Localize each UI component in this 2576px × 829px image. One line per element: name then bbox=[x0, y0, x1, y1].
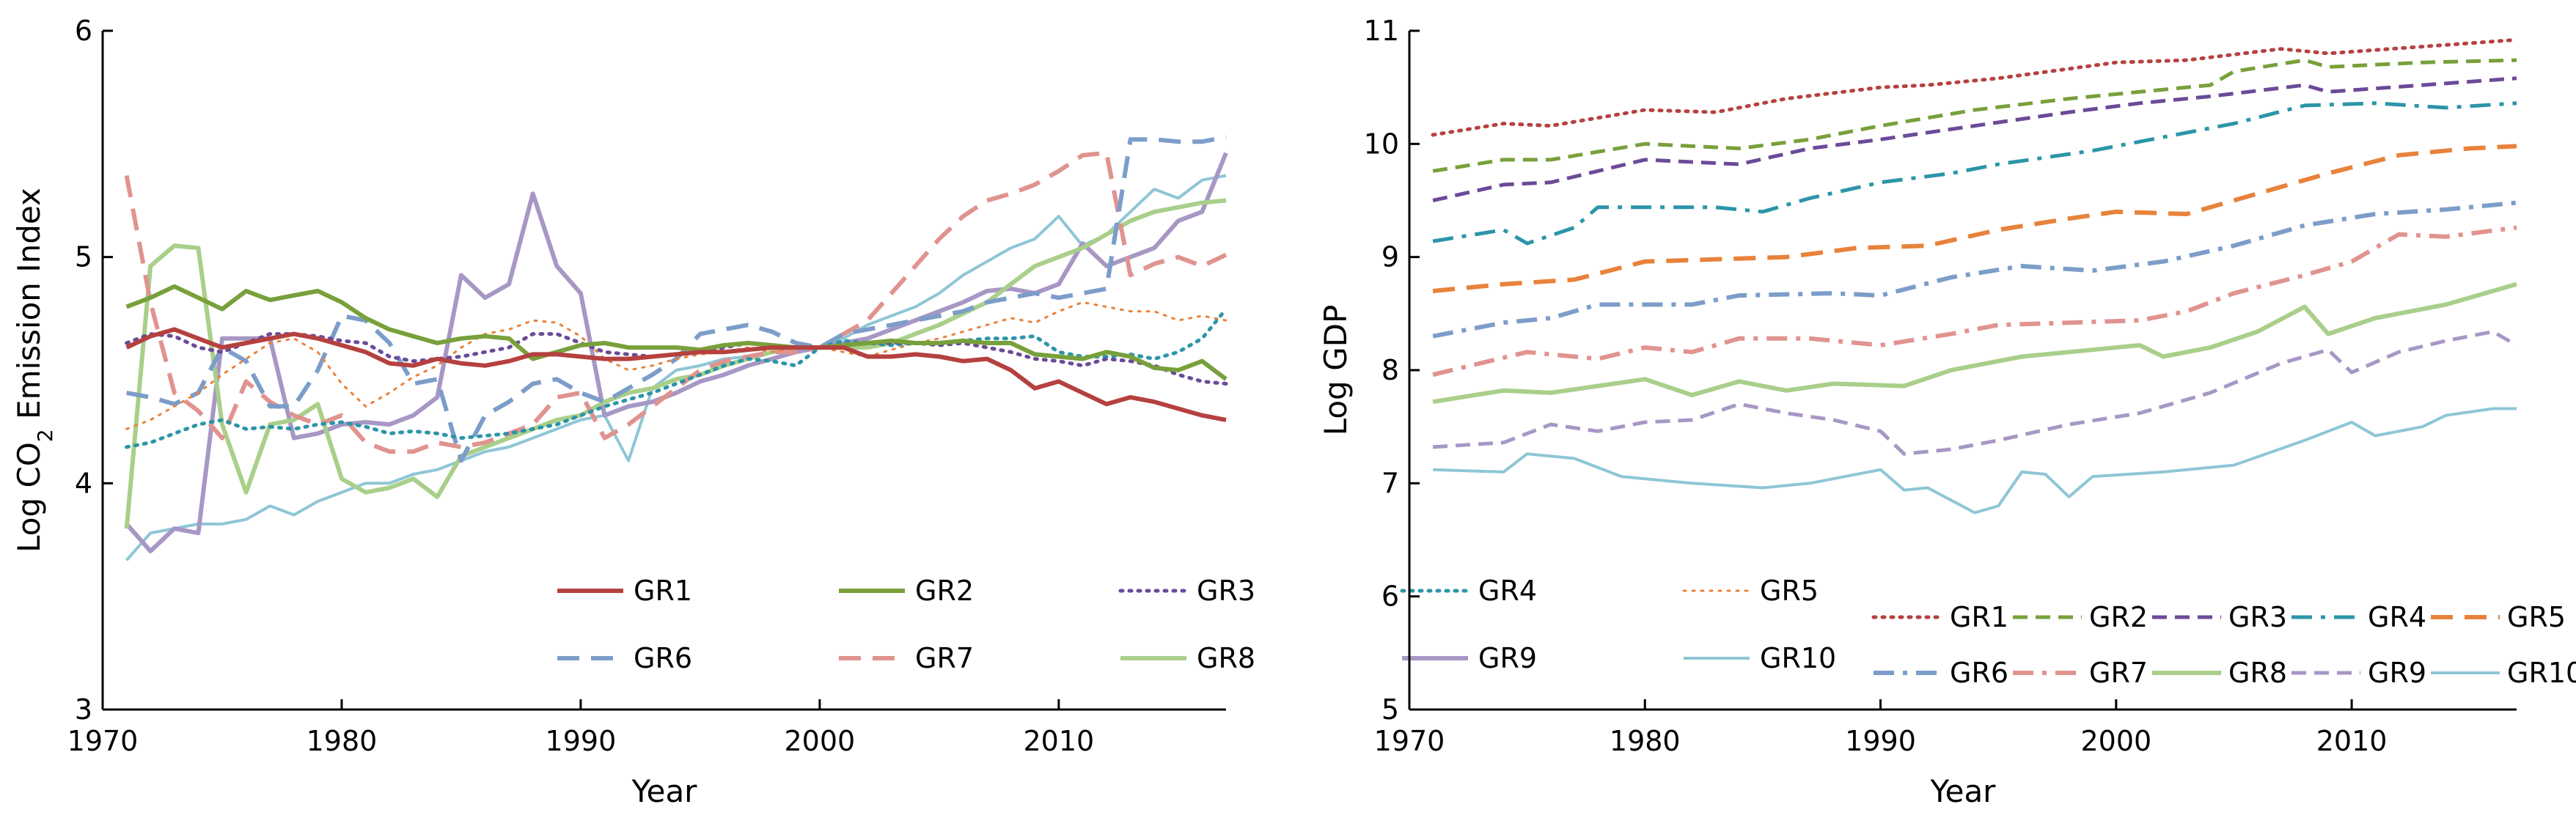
y-tick-label: 5 bbox=[1381, 693, 1399, 726]
series-line-gr4 bbox=[1432, 101, 2517, 246]
y-axis-label: Log GDP bbox=[1318, 305, 1354, 436]
legend-label-gr10: GR10 bbox=[1760, 642, 1836, 674]
legend-label-gr3: GR3 bbox=[2228, 601, 2287, 633]
series-line-gr2 bbox=[1432, 58, 2517, 173]
series-line-gr7 bbox=[124, 150, 1228, 454]
y-tick-label: 4 bbox=[75, 467, 92, 499]
series-line-gr9 bbox=[1432, 330, 2518, 456]
y-tick-label: 11 bbox=[1364, 15, 1399, 47]
legend-label-gr7: GR7 bbox=[2089, 657, 2148, 689]
series-line-gr5 bbox=[1432, 144, 2517, 293]
legend-label-gr1: GR1 bbox=[1950, 601, 2008, 633]
x-tick-label: 1980 bbox=[307, 725, 378, 757]
y-tick-label: 5 bbox=[75, 241, 92, 273]
series-line-gr3 bbox=[1432, 76, 2517, 202]
series-line-gr10 bbox=[1433, 407, 2517, 515]
y-tick-label: 9 bbox=[1381, 241, 1399, 273]
x-tick-label: 1980 bbox=[1610, 725, 1681, 757]
series-line-gr2 bbox=[125, 284, 1228, 381]
legend-label-gr6: GR6 bbox=[1950, 657, 2008, 689]
series-line-gr1 bbox=[1431, 37, 2519, 137]
series-line-gr1 bbox=[125, 327, 1227, 422]
x-tick-label: 1970 bbox=[67, 725, 139, 757]
legend: GR1 GR2 GR3 GR4 GR5 GR6 GR7 GR8 GR9 GR10 bbox=[1871, 601, 2576, 689]
y-axis-label-subscript: 2 bbox=[33, 429, 57, 442]
y-tick-label: 3 bbox=[75, 693, 92, 726]
y-axis-label: Log CO2 Emission Index bbox=[11, 188, 57, 553]
series-lines bbox=[124, 135, 1228, 561]
y-axis-label-main: Log CO bbox=[11, 442, 47, 553]
series-line-gr6 bbox=[1432, 200, 2517, 339]
x-tick-label: 2010 bbox=[2316, 725, 2388, 757]
series-line-gr7 bbox=[1432, 225, 2517, 377]
legend-label-gr3: GR3 bbox=[1197, 575, 1255, 607]
y-tick-label: 10 bbox=[1364, 128, 1399, 160]
legend-label-gr7: GR7 bbox=[915, 642, 974, 674]
legend-label-gr9: GR9 bbox=[2368, 657, 2426, 689]
legend-label-gr6: GR6 bbox=[634, 642, 692, 674]
x-tick-label: 1990 bbox=[1845, 725, 1916, 757]
legend-label-gr8: GR8 bbox=[2228, 657, 2287, 689]
x-axis-label: Year bbox=[1930, 773, 1997, 809]
legend-label-gr9: GR9 bbox=[1478, 642, 1537, 674]
series-line-gr10 bbox=[125, 174, 1227, 561]
x-tick-label: 2010 bbox=[1023, 725, 1094, 757]
legend-label-gr8: GR8 bbox=[1197, 642, 1255, 674]
series-line-gr9 bbox=[125, 152, 1228, 553]
legend-label-gr2: GR2 bbox=[915, 575, 974, 607]
series-lines bbox=[1431, 37, 2519, 515]
x-tick-label: 2000 bbox=[2080, 725, 2151, 757]
legend: GR1 GR2 GR3 GR4 GR5 GR6 GR7 GR8 GR9 GR10 bbox=[557, 575, 1836, 674]
series-line-gr4 bbox=[125, 307, 1228, 449]
x-tick-label: 1970 bbox=[1374, 725, 1445, 757]
x-axis-label: Year bbox=[631, 773, 698, 809]
legend-label-gr1: GR1 bbox=[634, 575, 692, 607]
series-line-gr8 bbox=[1432, 281, 2517, 405]
chart-gdp: 5 6 7 8 9 10 11 1970 1980 1990 2000 2010 Year Log GDP… bbox=[1318, 15, 2576, 809]
series-line-gr8 bbox=[124, 198, 1227, 529]
x-tick-label: 2000 bbox=[785, 725, 856, 757]
series-line-gr5 bbox=[125, 301, 1228, 430]
chart-co2: 3 4 5 6 1970 1980 1990 2000 2010 Year Log CO2 Emis… bbox=[11, 15, 1836, 809]
y-tick-label: 6 bbox=[75, 15, 92, 47]
legend-label-gr2: GR2 bbox=[2089, 601, 2148, 633]
y-tick-label: 6 bbox=[1381, 581, 1399, 613]
legend-label-gr5: GR5 bbox=[2507, 601, 2566, 633]
x-tick-label: 1990 bbox=[546, 725, 617, 757]
legend-label-gr4: GR4 bbox=[2368, 601, 2426, 633]
legend-label-gr4: GR4 bbox=[1478, 575, 1537, 607]
y-tick-label: 7 bbox=[1381, 467, 1399, 499]
legend-label-gr10: GR10 bbox=[2507, 657, 2576, 689]
y-axis-label-rest: Emission Index bbox=[11, 188, 47, 429]
legend-label-gr5: GR5 bbox=[1760, 575, 1819, 607]
y-tick-label: 8 bbox=[1381, 354, 1399, 386]
